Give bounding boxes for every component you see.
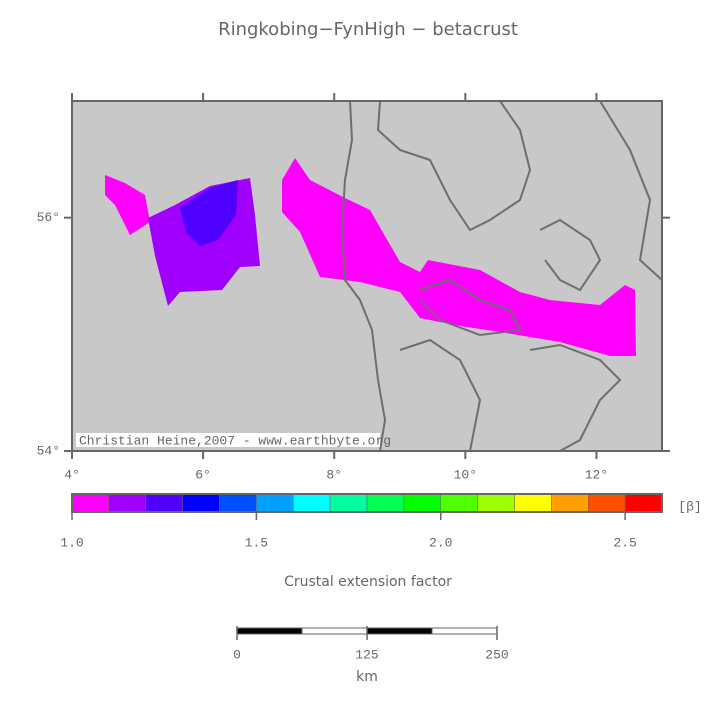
coastline [340,100,663,452]
scalebar-segment [301,627,368,635]
colorbar-swatch [440,493,478,513]
colorbar-swatch [145,493,183,513]
x-tick-label: 8° [326,467,342,482]
colorbar-swatch [366,493,405,513]
colorbar-swatch [108,493,146,513]
scalebar-tick-label: 0 [233,647,241,662]
colorbar-unit: [β] [678,499,701,514]
colorbar-swatch [219,493,257,513]
map-frame [71,100,663,452]
colorbar-label: Crustal extension factor [284,574,452,590]
title: Ringkobing−FynHigh − betacrust [218,19,518,40]
scalebar-tick-label: 250 [485,647,508,662]
scalebar-unit: km [356,669,378,685]
colorbar-swatch [514,493,552,513]
colorbar-swatch [182,493,220,513]
colorbar-swatch [403,493,441,513]
x-tick-label: 10° [454,467,477,482]
extension-region [105,158,636,356]
scalebar-tick-label: 125 [355,647,378,662]
colorbar-swatch [588,493,626,513]
colorbar-swatch [256,493,294,513]
credit: Christian Heine,2007 - www.earthbyte.org [79,433,391,448]
colorbar-tick-label: 2.5 [613,535,636,550]
colorbar-swatch [293,493,331,513]
colorbar-frame [71,493,663,513]
colorbar-swatch [551,493,589,513]
scalebar-segment [236,627,303,635]
colorbar-swatch [624,493,663,513]
scalebar-segment [366,627,433,635]
x-tick-label: 12° [585,467,608,482]
colorbar-swatch [477,493,515,513]
credit-box [76,433,380,447]
y-tick-label: 54° [37,443,60,458]
x-tick-label: 6° [195,467,211,482]
y-tick-label: 56° [37,210,60,225]
x-tick-label: 4° [64,467,80,482]
extension-region [180,180,238,246]
scalebar-segment [431,627,498,635]
colorbar-swatch [71,493,110,513]
colorbar-swatch [329,493,368,513]
colorbar-tick-label: 1.5 [245,535,268,550]
colorbar-tick-label: 2.0 [429,535,452,550]
colorbar-tick-label: 1.0 [60,535,83,550]
